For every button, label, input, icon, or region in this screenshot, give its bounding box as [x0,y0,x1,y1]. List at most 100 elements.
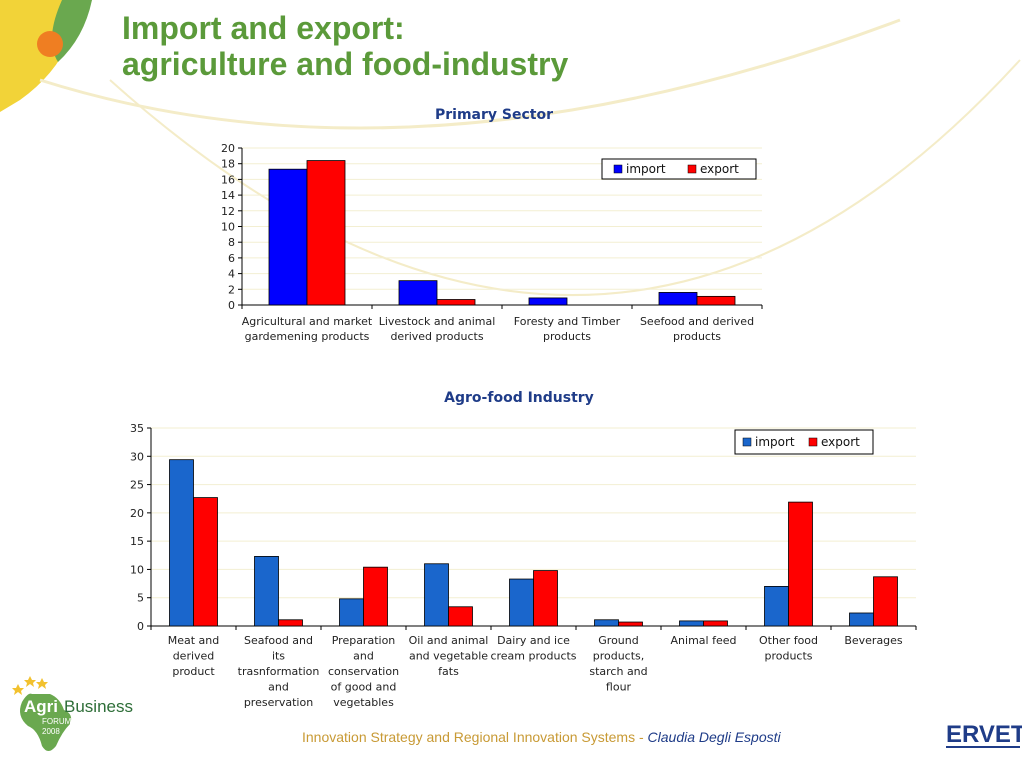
x-category-label: fats [438,665,459,678]
y-tick-label: 0 [137,620,144,633]
y-tick-label: 14 [221,189,235,202]
bar-export [788,501,813,627]
y-tick-label: 20 [221,142,235,155]
bar-import [339,598,364,627]
logo-word-forum: FORUM [42,717,72,726]
x-category-label: Meat and [168,634,220,647]
bar-export [193,497,218,627]
x-category-label: its [272,650,285,663]
x-category-label: flour [606,681,632,694]
y-tick-label: 0 [228,299,235,312]
bar-import [424,563,449,627]
y-tick-label: 18 [221,158,235,171]
y-tick-label: 16 [221,173,235,186]
slide-title: Import and export: agriculture and food-… [122,10,568,82]
y-tick-label: 10 [221,221,235,234]
legend-swatch-import [613,164,623,174]
y-tick-label: 30 [130,450,144,463]
y-tick-label: 4 [228,268,235,281]
orange-sun-shape [37,31,63,57]
cream-arc-bottom [109,59,1021,297]
x-category-label: Seafood and [244,634,313,647]
agri-business-forum-logo: Agri Business FORUM 2008 [12,676,133,751]
x-category-label: trasnformation [238,665,320,678]
bar-import [528,297,568,306]
x-category-label: Beverages [844,634,903,647]
legend-label-import: import [755,435,795,449]
slide-title-line-2: agriculture and food-industry [122,46,569,82]
y-tick-label: 25 [130,479,144,492]
legend-label-import: import [626,162,666,176]
bar-export [363,566,388,627]
x-category-label: Agricultural and market [242,315,373,328]
x-category-label: conservation [328,665,399,678]
logo-word-agri: Agri [24,697,58,716]
legend-swatch-import [742,437,752,447]
cream-arc-top [39,18,901,130]
y-tick-label: 10 [130,563,144,576]
x-category-label: products [543,330,591,343]
bar-export [533,570,558,627]
x-category-label: Preparation [332,634,396,647]
legend-box [734,429,874,455]
x-category-label: Livestock and animal [379,315,496,328]
x-category-label: products [764,650,812,663]
bar-import [169,459,194,627]
slide-footer: Innovation Strategy and Regional Innovat… [302,729,781,745]
y-tick-label: 12 [221,205,235,218]
x-category-label: of good and [331,681,397,694]
bar-export [703,620,728,627]
legend-label-export: export [700,162,739,176]
x-category-label: and [353,650,374,663]
bar-export [696,295,736,306]
star-icon [24,676,36,687]
x-category-label: Oil and animal [409,634,489,647]
y-tick-label: 35 [130,422,144,435]
bar-export [873,576,898,627]
ervet-logo-underline [946,746,1020,748]
slide-title-line-1: Import and export: [122,10,405,46]
bar-import [268,168,308,306]
y-tick-label: 15 [130,535,144,548]
bar-import [679,620,704,627]
bar-import [594,619,619,627]
bar-export [306,160,346,306]
x-category-label: Other food [759,634,818,647]
star-icon [36,678,48,689]
y-tick-label: 8 [228,236,235,249]
x-category-label: cream products [490,650,576,663]
x-category-label: Animal feed [671,634,737,647]
chart-title: Primary Sector [435,107,553,123]
x-category-label: and vegetable [409,650,488,663]
x-category-label: products [673,330,721,343]
africa-map-shape [20,693,72,751]
star-icon [12,684,24,695]
x-category-label: derived products [390,330,483,343]
legend-label-export: export [821,435,860,449]
ervet-logo-text: ERVET [946,721,1022,748]
x-category-label: product [172,665,215,678]
x-category-label: starch and [589,665,647,678]
legend-swatch-export [808,437,818,447]
bar-import [509,578,534,627]
y-tick-label: 6 [228,252,235,265]
bar-export [436,299,476,306]
x-category-label: vegetables [333,696,394,709]
bar-import [254,556,279,627]
x-category-label: Seefood and derived [640,315,754,328]
y-tick-label: 5 [137,592,144,605]
x-category-label: gardemening products [245,330,370,343]
chart-title: Agro-food Industry [444,390,594,406]
bar-export [448,606,473,627]
legend-box [601,158,757,180]
logo-word-business: Business [64,697,133,716]
bar-export [618,621,643,627]
x-category-label: preservation [244,696,313,709]
x-category-label: Dairy and ice [497,634,570,647]
x-category-label: derived [173,650,215,663]
bar-export [278,619,303,627]
x-category-label: Ground [598,634,638,647]
